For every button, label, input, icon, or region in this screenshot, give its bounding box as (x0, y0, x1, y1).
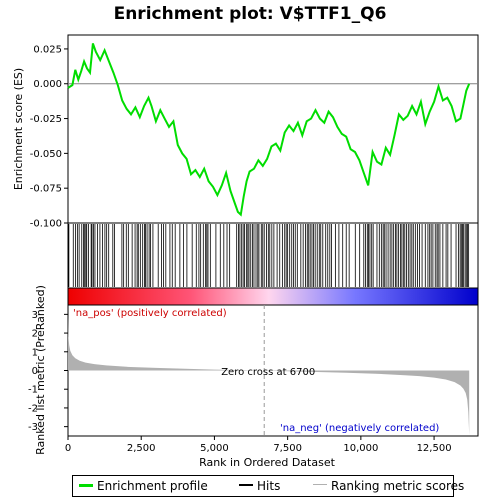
metric-y-tick-label: -1 (28, 385, 38, 396)
es-y-axis-label: Enrichment score (ES) (12, 68, 25, 190)
hits-markers (68, 224, 470, 287)
rank-gradient-bar (67, 287, 479, 306)
pos-label: 'na_pos' (positively correlated) (73, 308, 227, 319)
es-y-axis: 0.025 0.000 -0.025 -0.050 -0.075 -0.100 (30, 44, 68, 230)
es-y-tick-label: -0.025 (30, 114, 62, 125)
x-axis-label: Rank in Ordered Dataset (199, 456, 336, 469)
es-panel-frame (67, 34, 479, 224)
metric-y-axis: 3 2 1 0 -1 -2 -3 (28, 310, 68, 433)
x-tick-label: 10,000 (343, 443, 378, 454)
x-tick-label: 2,500 (127, 443, 156, 454)
legend-label-hits: Hits (257, 479, 281, 493)
es-y-tick-label: 0.025 (33, 44, 62, 55)
legend: Enrichment profile Hits Ranking metric s… (72, 475, 464, 497)
es-y-tick-label: -0.075 (30, 184, 62, 195)
legend-label-metric: Ranking metric scores (331, 479, 465, 493)
metric-y-tick-label: 0 (32, 366, 38, 377)
legend-swatch-metric (313, 484, 327, 485)
zero-cross-label: Zero cross at 6700 (221, 367, 315, 378)
hits-panel-frame (67, 222, 479, 289)
x-tick-label: 5,000 (200, 443, 229, 454)
x-tick-label: 0 (65, 443, 71, 454)
metric-y-tick-label: 1 (32, 347, 38, 358)
x-tick-label: 7,500 (273, 443, 302, 454)
neg-label: 'na_neg' (negatively correlated) (280, 423, 439, 434)
metric-y-tick-label: 3 (32, 310, 38, 321)
enrichment-profile-line (67, 43, 471, 217)
x-axis: 0 2,500 5,000 7,500 10,000 12,500 (65, 436, 452, 454)
chart-title: Enrichment plot: V$TTF1_Q6 (114, 4, 387, 24)
es-y-tick-label: -0.100 (30, 219, 62, 230)
legend-swatch-enrichment (79, 484, 93, 487)
legend-swatch-hits (239, 484, 253, 486)
metric-y-tick-label: -2 (28, 403, 38, 414)
es-y-tick-label: 0.000 (33, 79, 62, 90)
x-tick-label: 12,500 (417, 443, 452, 454)
metric-y-tick-label: -3 (28, 422, 38, 433)
metric-y-tick-label: 2 (32, 329, 38, 340)
es-y-tick-label: -0.050 (30, 149, 62, 160)
metric-y-axis-label: Ranked list metric (PreRanked) (34, 285, 47, 455)
legend-label-enrichment: Enrichment profile (97, 479, 208, 493)
